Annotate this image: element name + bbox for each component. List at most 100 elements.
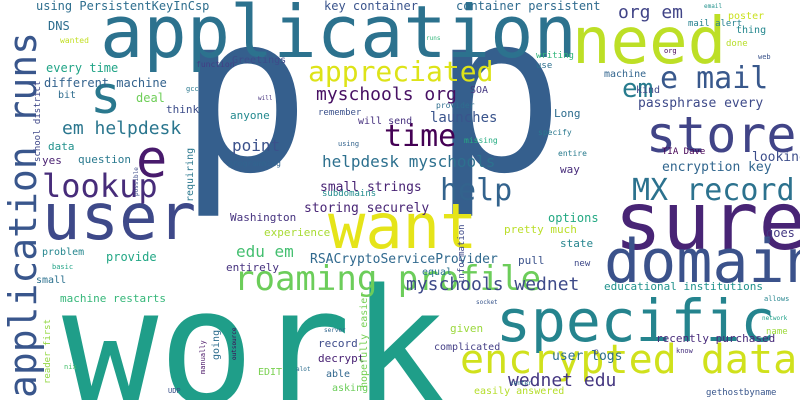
cloud-word: know: [676, 347, 693, 355]
cloud-word: s: [90, 66, 122, 126]
cloud-word: record: [318, 337, 358, 350]
cloud-word: kind: [636, 85, 661, 96]
cloud-word: given: [450, 322, 484, 335]
cloud-word: roaming profile: [234, 259, 542, 299]
cloud-word: using PersistentKeyInCsp: [36, 0, 210, 13]
cloud-word: outsource: [231, 327, 238, 360]
cloud-word: question: [78, 153, 131, 166]
cloud-word: Greetings: [232, 55, 287, 66]
cloud-word: domain: [604, 227, 800, 297]
cloud-word: small: [36, 275, 67, 286]
cloud-word: hopefully easier: [359, 291, 370, 388]
cloud-word: appreciated: [308, 55, 494, 88]
cloud-word: passphrase every: [638, 96, 764, 111]
cloud-word: need: [572, 5, 727, 79]
cloud-word: will send: [358, 116, 413, 127]
cloud-word: different machine: [44, 76, 167, 90]
cloud-word: looking: [752, 150, 800, 165]
cloud-word: Washington: [230, 211, 297, 224]
cloud-word: wednet edu: [508, 370, 617, 391]
cloud-word: point: [232, 136, 281, 155]
cloud-word: email: [704, 3, 723, 10]
cloud-word: decrypt: [318, 352, 365, 365]
cloud-word: nix: [64, 363, 77, 371]
cloud-word: deal: [136, 91, 165, 105]
cloud-word: poster: [728, 11, 765, 22]
cloud-word: name: [766, 327, 788, 337]
cloud-word: manually: [199, 340, 207, 374]
cloud-word: p: [178, 0, 311, 222]
cloud-word: center: [510, 380, 532, 387]
cloud-word: complicated: [434, 342, 501, 353]
cloud-word: lookup: [42, 167, 158, 205]
cloud-word: thing: [736, 25, 767, 36]
cloud-word: sure: [614, 175, 800, 268]
cloud-word: store: [646, 106, 797, 164]
cloud-word: myschools org: [316, 84, 457, 105]
cloud-word: encryption key: [662, 160, 772, 175]
cloud-word: UDP: [168, 387, 181, 395]
cloud-word: time: [384, 119, 457, 154]
cloud-word: SOA: [470, 85, 489, 96]
cloud-word: entire: [558, 149, 587, 158]
cloud-word: specific: [496, 287, 776, 355]
cloud-word: TIA Dave: [662, 147, 706, 157]
cloud-word: problem: [42, 247, 85, 258]
cloud-word: educational institutions: [604, 280, 763, 293]
cloud-word: org: [664, 47, 677, 55]
cloud-word: server: [324, 327, 346, 334]
cloud-word: Long: [554, 107, 581, 120]
cloud-word: p: [594, 347, 599, 356]
cloud-word: gcc: [186, 85, 199, 93]
cloud-word: EDIT: [258, 367, 283, 378]
cloud-word: programming: [228, 159, 281, 168]
cloud-word: basic: [52, 263, 74, 271]
cloud-word: helpdesk myschools: [322, 152, 496, 171]
cloud-word: wanted: [60, 36, 89, 45]
cloud-word: function: [196, 60, 235, 69]
cloud-word: options: [548, 211, 599, 225]
cloud-word: will: [258, 95, 273, 102]
cloud-word: state: [560, 237, 594, 250]
cloud-word: equal: [422, 267, 453, 278]
cloud-word: new: [574, 259, 591, 269]
cloud-word: reader first: [43, 318, 53, 384]
cloud-word: key container: [324, 0, 418, 13]
cloud-word: school district: [33, 80, 43, 162]
cloud-word: runs: [426, 35, 441, 42]
cloud-word: RSACryptoServiceProvider: [310, 252, 498, 267]
cloud-word: anyone: [230, 109, 270, 122]
cloud-word: experience: [264, 226, 331, 239]
cloud-word: possible: [133, 167, 140, 196]
cloud-word: alot: [296, 366, 311, 373]
cloud-word: work: [62, 254, 448, 400]
cloud-word: p: [432, 0, 565, 222]
cloud-word: use: [536, 61, 553, 71]
cloud-word: small strings: [320, 180, 422, 195]
cloud-word: provide: [106, 250, 157, 264]
cloud-word: web: [758, 53, 771, 61]
cloud-word: requiring: [185, 147, 196, 202]
cloud-word: data: [48, 140, 75, 153]
cloud-word: think: [166, 103, 200, 116]
cloud-word: missing: [464, 136, 498, 145]
cloud-word: easily answered: [474, 386, 565, 397]
cloud-word: storing securely: [304, 201, 430, 216]
cloud-word: org em: [618, 2, 684, 23]
cloud-word: machine: [604, 69, 647, 80]
cloud-word: network: [762, 315, 788, 322]
cloud-word: encrypted data: [460, 337, 798, 383]
cloud-word: bit: [58, 90, 77, 101]
cloud-word: help: [440, 173, 513, 208]
cloud-word: machine restarts: [60, 292, 166, 305]
cloud-word: pull: [518, 254, 545, 267]
cloud-word: want: [328, 190, 478, 263]
cloud-word: MX record: [632, 173, 795, 208]
cloud-word: e mail: [660, 61, 769, 96]
cloud-word: gethostbyname: [706, 388, 777, 398]
cloud-word: done: [726, 39, 748, 49]
cloud-word: application: [100, 0, 577, 74]
cloud-word: specify: [538, 128, 572, 137]
cloud-word: asking: [332, 383, 369, 394]
